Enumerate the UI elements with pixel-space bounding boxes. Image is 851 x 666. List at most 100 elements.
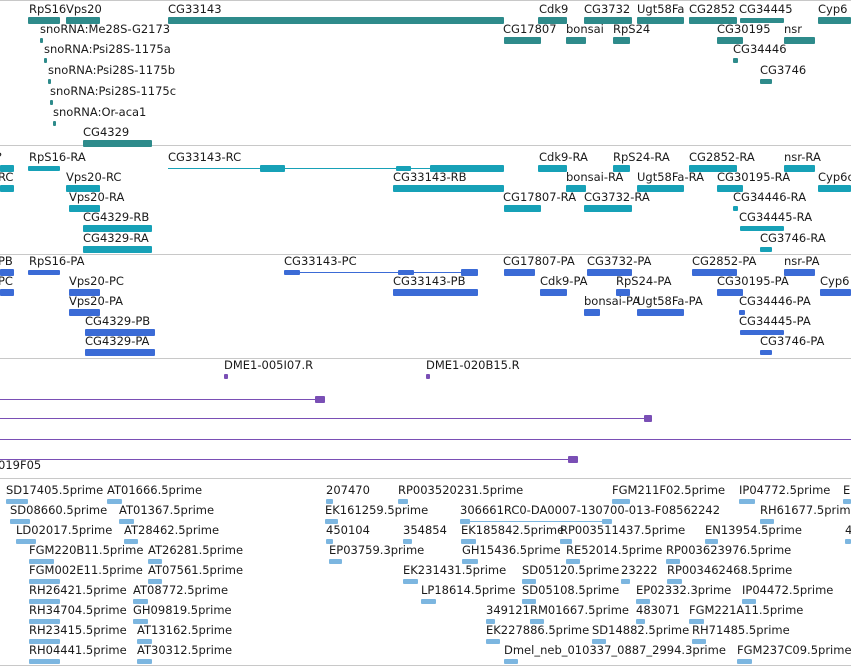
feature-label[interactable]: RpS16	[29, 2, 67, 16]
feature-bar[interactable]	[83, 246, 152, 253]
feature-bar[interactable]	[137, 659, 152, 664]
feature-bar[interactable]	[403, 579, 418, 584]
feature-label[interactable]: DME1-020B15.R	[426, 358, 520, 372]
feature-label[interactable]: Vps20-PA	[69, 294, 124, 308]
feature-bar[interactable]	[393, 185, 504, 192]
feature-bar[interactable]	[6, 499, 28, 504]
feature-bar[interactable]	[584, 17, 632, 24]
feature-label[interactable]: CG30195-RA	[717, 170, 791, 184]
feature-bar[interactable]	[845, 539, 851, 544]
feature-bar[interactable]	[430, 165, 504, 172]
feature-bar[interactable]	[733, 58, 738, 63]
feature-label[interactable]: EK227886.5prime	[486, 623, 590, 637]
feature-label[interactable]: 349121	[486, 603, 530, 617]
feature-bar[interactable]	[504, 37, 541, 44]
feature-label[interactable]: RE52014.5prime	[566, 543, 663, 557]
feature-label[interactable]: LP18614.5prime	[421, 583, 516, 597]
feature-label[interactable]: CG30195-PA	[717, 274, 789, 288]
feature-label[interactable]: RpS24-RA	[613, 150, 670, 164]
feature-label[interactable]: CG17807-RA	[503, 190, 577, 204]
feature-bar[interactable]	[740, 330, 784, 335]
feature-label[interactable]: nsr-PA	[784, 254, 820, 268]
feature-label[interactable]: RH34704.5prime	[29, 603, 127, 617]
feature-bar[interactable]	[636, 599, 650, 604]
feature-label[interactable]: RP003462468.5prime	[667, 563, 793, 577]
feature-bar[interactable]	[784, 269, 815, 276]
feature-bar[interactable]	[587, 269, 632, 276]
feature-bar[interactable]	[636, 619, 645, 624]
feature-label[interactable]: snoRNA:Psi28S-1175b	[48, 63, 176, 77]
feature-bar[interactable]	[284, 270, 300, 275]
feature-label[interactable]: CG3746-PA	[760, 334, 825, 348]
feature-bar[interactable]	[398, 270, 414, 275]
feature-label[interactable]: AT13162.5prime	[137, 623, 233, 637]
feature-label[interactable]: 483071	[636, 603, 680, 617]
feature-label[interactable]: EK231431.5prime	[403, 563, 507, 577]
feature-label[interactable]: CG33143	[168, 2, 222, 16]
feature-label[interactable]: CG30195	[717, 22, 771, 36]
feature-bar[interactable]	[486, 639, 500, 644]
feature-label[interactable]: CG17807	[503, 22, 557, 36]
feature-bar[interactable]	[69, 289, 100, 296]
feature-label[interactable]: RH61677.5prime	[760, 503, 851, 517]
feature-label[interactable]: Cyp6	[818, 2, 848, 16]
feature-bar[interactable]	[0, 185, 14, 192]
feature-bar[interactable]	[667, 579, 682, 584]
feature-label[interactable]: ?	[0, 151, 2, 164]
feature-label[interactable]: FGM237C09.5prime	[737, 643, 851, 657]
feature-label[interactable]: CG34446-PA	[739, 294, 811, 308]
feature-bar[interactable]	[843, 499, 851, 504]
feature-bar[interactable]	[398, 499, 408, 504]
feature-bar[interactable]	[28, 270, 60, 275]
feature-bar[interactable]	[637, 17, 684, 24]
feature-bar[interactable]	[0, 269, 14, 276]
feature-bar[interactable]	[426, 374, 430, 379]
feature-bar[interactable]	[504, 269, 535, 276]
feature-label[interactable]: AT01367.5prime	[119, 503, 215, 517]
feature-label[interactable]: CG3732	[584, 2, 631, 16]
feature-bar[interactable]	[602, 519, 612, 524]
feature-bar[interactable]	[326, 499, 333, 504]
feature-bar[interactable]	[566, 37, 586, 44]
feature-bar[interactable]	[740, 226, 784, 231]
feature-label[interactable]: RM01667.5prime	[530, 603, 629, 617]
feature-label[interactable]: RH71485.5prime	[692, 623, 790, 637]
feature-label[interactable]: Vps20-PC	[69, 274, 124, 288]
feature-bar[interactable]	[0, 165, 14, 172]
feature-bar[interactable]	[784, 165, 815, 172]
feature-label[interactable]: Vps20	[66, 2, 102, 16]
feature-bar[interactable]	[326, 539, 333, 544]
feature-bar[interactable]	[540, 289, 567, 296]
feature-label[interactable]: 23222	[621, 563, 658, 577]
feature-label[interactable]: EN13954.5prime	[705, 523, 802, 537]
feature-label[interactable]: EP02332.3prime	[636, 583, 732, 597]
feature-label[interactable]: CG17807-PA	[503, 254, 575, 268]
feature-bar[interactable]	[148, 559, 162, 564]
feature-bar[interactable]	[689, 17, 737, 24]
feature-label[interactable]: GH15436.5prime	[462, 543, 561, 557]
feature-bar[interactable]	[421, 599, 436, 604]
feature-bar[interactable]	[29, 639, 60, 644]
feature-label[interactable]: Cdk9-PA	[540, 274, 588, 288]
feature-label[interactable]: Ugt58Fa-RA	[637, 170, 705, 184]
feature-bar[interactable]	[69, 205, 100, 212]
feature-label[interactable]: E	[843, 483, 851, 497]
feature-bar[interactable]	[403, 539, 412, 544]
feature-bar[interactable]	[740, 18, 784, 23]
feature-bar[interactable]	[705, 539, 718, 544]
feature-bar[interactable]	[29, 599, 60, 604]
feature-label[interactable]: 207470	[326, 483, 370, 497]
feature-bar[interactable]	[29, 619, 60, 624]
feature-bar[interactable]	[666, 559, 680, 564]
feature-bar[interactable]	[592, 639, 606, 644]
feature-label[interactable]: LD02017.5prime	[16, 523, 113, 537]
feature-bar[interactable]	[568, 456, 578, 463]
feature-label[interactable]: FGM211F02.5prime	[612, 483, 726, 497]
feature-label[interactable]: snoRNA:Psi28S-1175a	[44, 42, 171, 56]
feature-bar[interactable]	[637, 185, 684, 192]
feature-label[interactable]: RP003623976.5prime	[666, 543, 792, 557]
feature-label[interactable]: Cyp6c	[818, 170, 851, 184]
feature-bar[interactable]	[637, 309, 684, 316]
feature-bar[interactable]	[538, 165, 567, 172]
feature-bar[interactable]	[522, 599, 536, 604]
